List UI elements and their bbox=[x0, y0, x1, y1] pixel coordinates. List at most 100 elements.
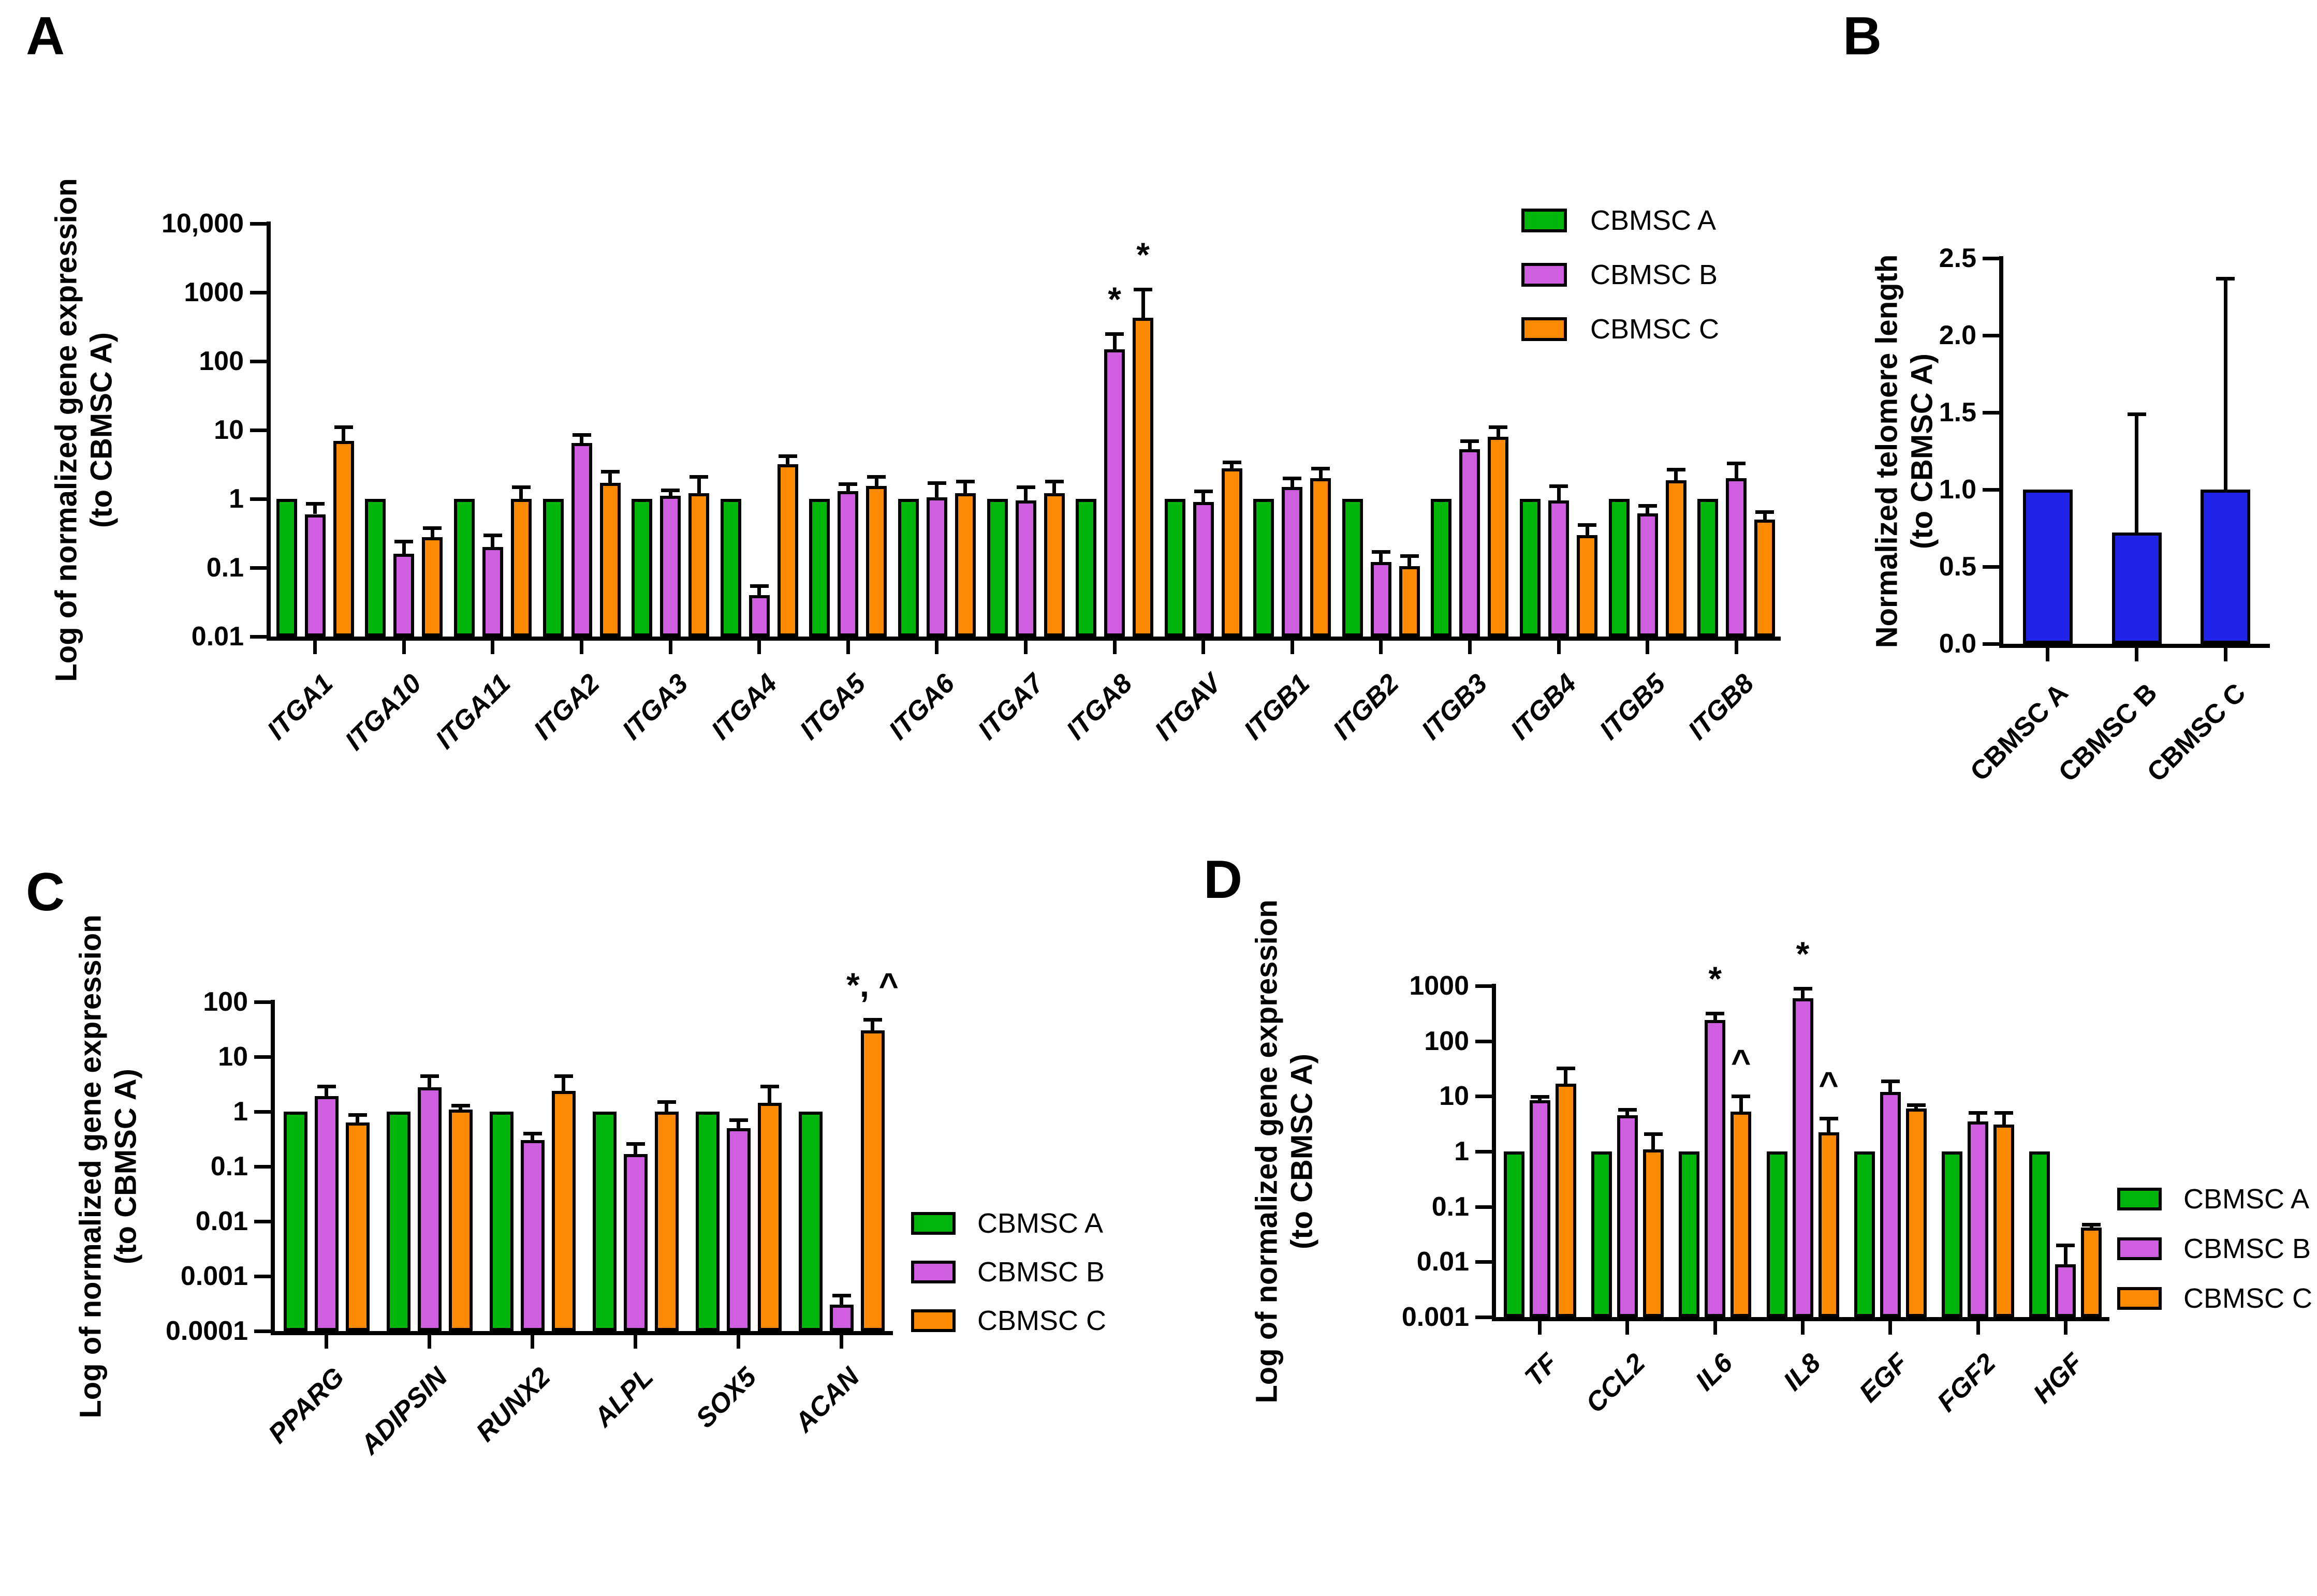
panel-a-y-tick bbox=[250, 222, 267, 226]
bar-CBMSC B-Telomere length bbox=[2111, 533, 2162, 644]
error-bar-IL6-CBMSC C bbox=[1739, 1096, 1743, 1112]
panel-b-y-tick bbox=[1983, 488, 1999, 492]
bar-ITGB5-CBMSC A bbox=[1608, 499, 1630, 637]
panel-a-x-label-ITGB5: ITGB5 bbox=[1593, 668, 1671, 746]
error-cap-ITGA4-CBMSC C bbox=[778, 454, 797, 459]
error-bar-ITGB5-CBMSC C bbox=[1674, 469, 1678, 481]
bar-ITGA1-CBMSC B bbox=[304, 514, 326, 637]
error-bar-ITGA3-CBMSC C bbox=[697, 477, 701, 494]
panel-a-x-tick bbox=[846, 641, 850, 654]
error-cap-CBMSC B-Telomere length bbox=[2127, 412, 2146, 416]
error-cap-ITGB5-CBMSC C bbox=[1666, 467, 1685, 471]
legend-swatch-CBMSC A bbox=[2117, 1188, 2162, 1210]
error-bar-ITGA2-CBMSC C bbox=[608, 471, 612, 483]
panel-a-x-label-ITGA3: ITGA3 bbox=[617, 668, 694, 746]
bar-ACAN-CBMSC C bbox=[860, 1030, 885, 1331]
panel-b-y-axis bbox=[1999, 256, 2003, 648]
bar-EGF-CBMSC B bbox=[1880, 1091, 1901, 1317]
bar-ITGA6-CBMSC A bbox=[898, 499, 919, 637]
panel-c-y-tick-label: 0.001 bbox=[180, 1261, 248, 1291]
error-cap-ITGB4-CBMSC C bbox=[1578, 523, 1597, 527]
bar-RUNX2-CBMSC C bbox=[551, 1090, 576, 1331]
error-cap-IL8-CBMSC C bbox=[1819, 1116, 1838, 1120]
bar-ITGB5-CBMSC B bbox=[1637, 513, 1658, 637]
error-bar-CBMSC C-Telomere length bbox=[2223, 278, 2227, 490]
panel-b-letter: B bbox=[1843, 6, 1882, 66]
panel-a-x-label-ITGA1: ITGA1 bbox=[261, 668, 339, 746]
bar-ITGB1-CBMSC B bbox=[1282, 486, 1303, 637]
bar-ITGA6-CBMSC C bbox=[955, 493, 976, 637]
bar-ITGA7-CBMSC C bbox=[1044, 493, 1065, 637]
panel-a-y-tick-label: 1 bbox=[229, 484, 244, 514]
error-cap-RUNX2-CBMSC B bbox=[523, 1132, 542, 1136]
bar-ADIPSIN-CBMSC C bbox=[448, 1109, 473, 1331]
panel-c-y-tick-label: 0.01 bbox=[195, 1206, 248, 1236]
panel-b-y-tick-label: 1.5 bbox=[1939, 397, 1976, 427]
bar-ITGA6-CBMSC B bbox=[926, 497, 947, 637]
panel-a-y-tick-label: 100 bbox=[199, 346, 244, 376]
panel-a-x-tick bbox=[1646, 641, 1650, 654]
legend-label-CBMSC C: CBMSC C bbox=[977, 1305, 1107, 1336]
panel-b-x-tick bbox=[2135, 648, 2138, 661]
bar-ADIPSIN-CBMSC B bbox=[417, 1087, 442, 1331]
error-bar-ADIPSIN-CBMSC B bbox=[428, 1075, 431, 1087]
panel-a-x-tick bbox=[402, 641, 406, 654]
error-bar-FGF2-CBMSC B bbox=[1976, 1113, 1980, 1121]
error-bar-ITGB1-CBMSC C bbox=[1318, 468, 1323, 478]
error-cap-ITGB8-CBMSC B bbox=[1727, 462, 1746, 466]
error-cap-IL6-CBMSC C bbox=[1732, 1095, 1751, 1099]
bar-ITGAV-CBMSC C bbox=[1221, 468, 1242, 637]
panel-b-y-axis-title-line1: Normalized telomere length bbox=[1870, 254, 1904, 648]
error-cap-ITGAV-CBMSC B bbox=[1194, 489, 1213, 493]
error-bar-ITGA1-CBMSC C bbox=[342, 427, 346, 441]
panel-a-x-label-ITGAV: ITGAV bbox=[1149, 668, 1227, 747]
error-cap-ITGA1-CBMSC B bbox=[305, 502, 325, 506]
panel-c-y-tick-label: 0.1 bbox=[210, 1151, 248, 1181]
panel-d-y-tick bbox=[1475, 1205, 1492, 1209]
error-bar-ITGB3-CBMSC B bbox=[1468, 441, 1472, 449]
error-cap-ITGB3-CBMSC B bbox=[1460, 439, 1479, 444]
bar-FGF2-CBMSC C bbox=[1993, 1124, 2015, 1317]
bar-RUNX2-CBMSC B bbox=[520, 1140, 545, 1331]
bar-TF-CBMSC C bbox=[1555, 1083, 1576, 1317]
bar-ITGB8-CBMSC C bbox=[1754, 520, 1776, 637]
significance-IL6-CBMSC C: ^ bbox=[1731, 1042, 1751, 1081]
panel-c-y-tick-label: 10 bbox=[218, 1042, 248, 1072]
panel-c-x-tick bbox=[428, 1335, 431, 1349]
panel-c-x-label-RUNX2: RUNX2 bbox=[470, 1362, 556, 1448]
error-cap-HGF-CBMSC B bbox=[2056, 1244, 2075, 1248]
panel-c-x-label-ALPL: ALPL bbox=[588, 1362, 659, 1433]
bar-TF-CBMSC A bbox=[1503, 1151, 1524, 1317]
bar-ITGA11-CBMSC C bbox=[510, 499, 532, 637]
bar-ITGB8-CBMSC B bbox=[1726, 478, 1747, 637]
error-cap-IL8-CBMSC B bbox=[1793, 986, 1812, 991]
panel-b-y-axis-title-line2: (to CBMSC A) bbox=[1905, 353, 1939, 550]
error-cap-SOX5-CBMSC B bbox=[729, 1118, 748, 1122]
error-bar-ITGA4-CBMSC B bbox=[757, 585, 761, 595]
bar-ITGA1-CBMSC A bbox=[276, 499, 297, 637]
bar-ITGA2-CBMSC B bbox=[571, 442, 592, 637]
error-cap-ACAN-CBMSC C bbox=[863, 1017, 882, 1022]
error-cap-SOX5-CBMSC C bbox=[760, 1084, 779, 1088]
panel-c-y-tick bbox=[254, 1110, 271, 1114]
bar-SOX5-CBMSC B bbox=[726, 1128, 751, 1331]
bar-ITGB2-CBMSC A bbox=[1342, 499, 1363, 637]
panel-c-x-label-PPARG: PPARG bbox=[262, 1362, 350, 1450]
panel-a-y-tick-label: 10,000 bbox=[161, 209, 244, 239]
bar-TF-CBMSC B bbox=[1529, 1100, 1550, 1317]
bar-ITGB8-CBMSC A bbox=[1697, 499, 1719, 637]
legend-label-CBMSC B: CBMSC B bbox=[1590, 259, 1718, 290]
significance-IL8-CBMSC C: ^ bbox=[1819, 1064, 1839, 1103]
bar-EGF-CBMSC A bbox=[1854, 1151, 1875, 1317]
error-bar-RUNX2-CBMSC C bbox=[562, 1075, 565, 1091]
panel-a-x-tick bbox=[757, 641, 761, 654]
error-cap-ITGA8-CBMSC B bbox=[1105, 332, 1124, 336]
error-cap-ITGA2-CBMSC C bbox=[600, 470, 620, 474]
panel-b-y-tick-label: 1.0 bbox=[1939, 475, 1976, 505]
bar-ITGA10-CBMSC B bbox=[393, 553, 415, 637]
panel-d-x-tick bbox=[1625, 1321, 1630, 1335]
panel-a-y-tick bbox=[250, 497, 267, 501]
error-cap-ITGB5-CBMSC B bbox=[1638, 504, 1657, 508]
panel-a-x-label-ITGB2: ITGB2 bbox=[1327, 668, 1405, 746]
panel-a-x-label-ITGA8: ITGA8 bbox=[1061, 668, 1138, 746]
